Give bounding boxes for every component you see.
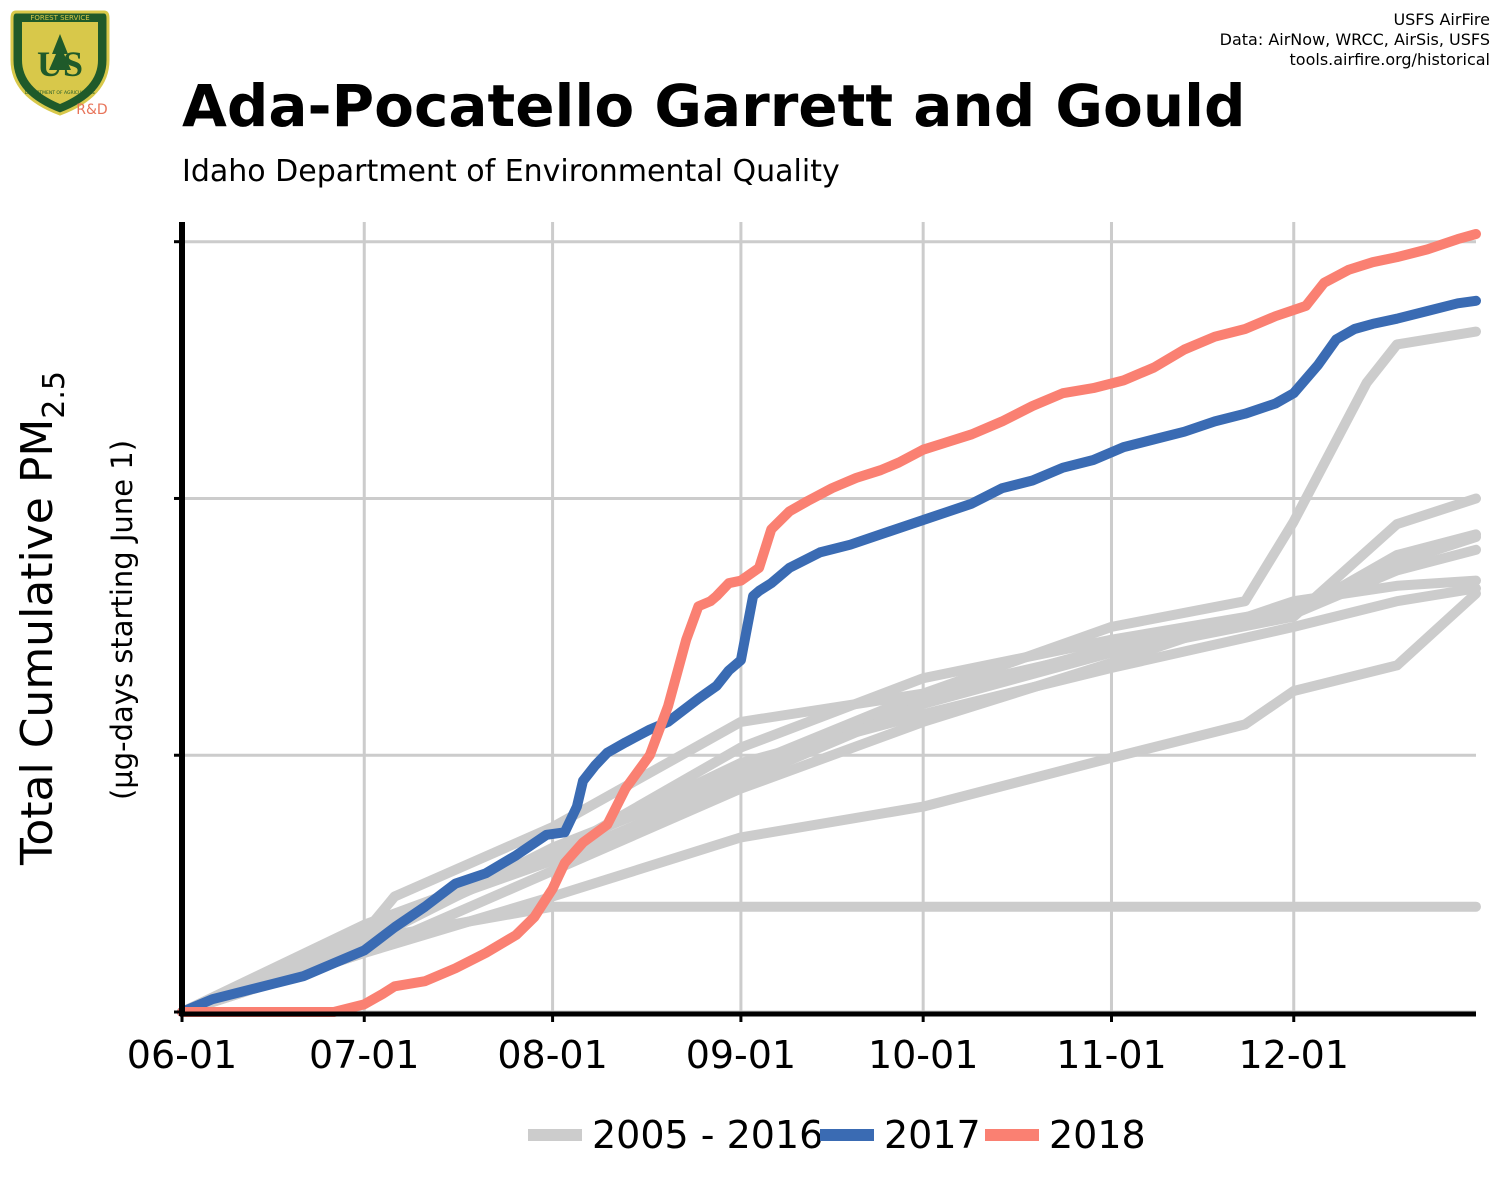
x-tick-label: 09-01 [686, 1033, 796, 1077]
tree-icon [49, 34, 71, 70]
usfs-logo: US FOREST SERVICE DEPARTMENT OF AGRICULT… [10, 10, 110, 118]
logo-top-text: FOREST SERVICE [30, 14, 89, 22]
credit-line: USFS AirFire [1393, 10, 1490, 29]
x-tick-label: 10-01 [868, 1033, 978, 1077]
legend: 2005 - 2016 2017 2018 [528, 1113, 1146, 1157]
credits: USFS AirFire Data: AirNow, WRCC, AirSis,… [1220, 10, 1490, 70]
axis-labels: 06-01 07-01 08-01 09-01 10-01 11-01 12-01 Total… [12, 371, 1349, 1077]
series-line-2018 [177, 229, 1481, 1017]
legend-label: 2017 [884, 1113, 981, 1157]
y-axis-label-main: Total Cumulative PM [12, 419, 63, 866]
legend-label: 2005 - 2016 [592, 1113, 823, 1157]
series-line-2005-2016 [177, 326, 1481, 1017]
chart-title: Ada-Pocatello Garrett and Gould [182, 72, 1246, 140]
series-line-2017 [177, 295, 1481, 1017]
x-tick-label: 12-01 [1239, 1033, 1349, 1077]
credit-line: Data: AirNow, WRCC, AirSis, USFS [1219, 30, 1490, 49]
axes [174, 222, 1476, 1022]
legend-label: 2018 [1049, 1113, 1146, 1157]
x-tick-label: 08-01 [497, 1033, 607, 1077]
y-axis-label-subscript: 2.5 [37, 371, 72, 419]
y-axis-label: Total Cumulative PM2.5 [12, 371, 72, 866]
chart-subtitle: Idaho Department of Environmental Qualit… [182, 154, 840, 189]
series-line-2005-2016 [177, 588, 1481, 1017]
x-tick-label: 06-01 [127, 1033, 237, 1077]
logo-bottom-text: DEPARTMENT OF AGRICULTURE [25, 90, 96, 96]
x-tick-label: 07-01 [309, 1033, 419, 1077]
series-line-2005-2016 [177, 901, 1481, 1017]
series-lines [177, 229, 1481, 1017]
credit-line: tools.airfire.org/historical [1289, 50, 1490, 69]
y-axis-sublabel: (µg-days starting June 1) [105, 440, 139, 800]
x-tick-label: 11-01 [1056, 1033, 1166, 1077]
logo-rd-tag: R&D [76, 102, 107, 118]
